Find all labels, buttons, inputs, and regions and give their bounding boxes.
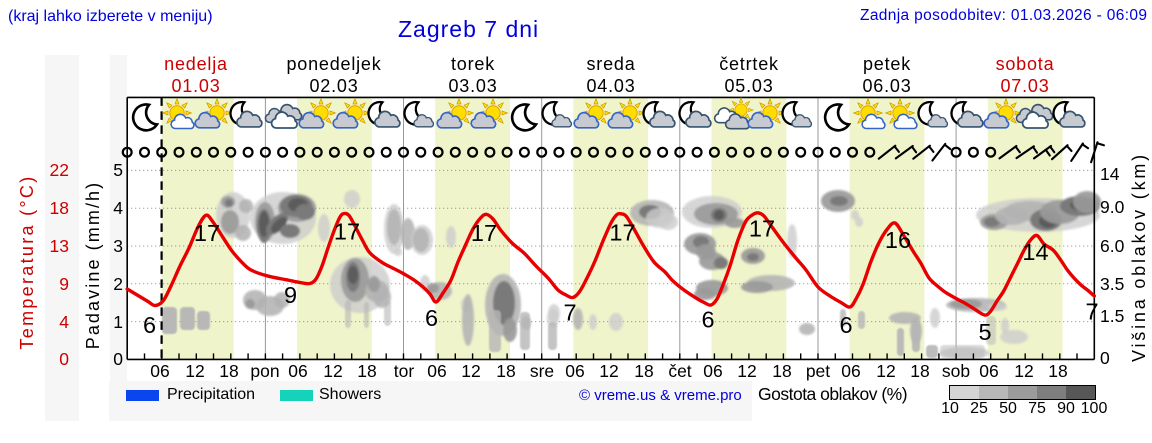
svg-text:5: 5 [978,319,991,345]
svg-text:6: 6 [839,312,852,338]
svg-text:6: 6 [425,305,438,331]
svg-text:7: 7 [563,300,576,326]
svg-text:6: 6 [701,307,714,333]
svg-text:17: 17 [749,216,775,242]
svg-text:17: 17 [194,220,220,246]
svg-text:7: 7 [1085,299,1098,325]
svg-text:14: 14 [1022,239,1048,265]
svg-text:17: 17 [609,220,635,246]
svg-text:17: 17 [334,219,360,245]
svg-text:16: 16 [885,227,911,253]
svg-text:6: 6 [143,312,156,338]
svg-text:17: 17 [471,220,497,246]
svg-text:9: 9 [284,282,297,308]
